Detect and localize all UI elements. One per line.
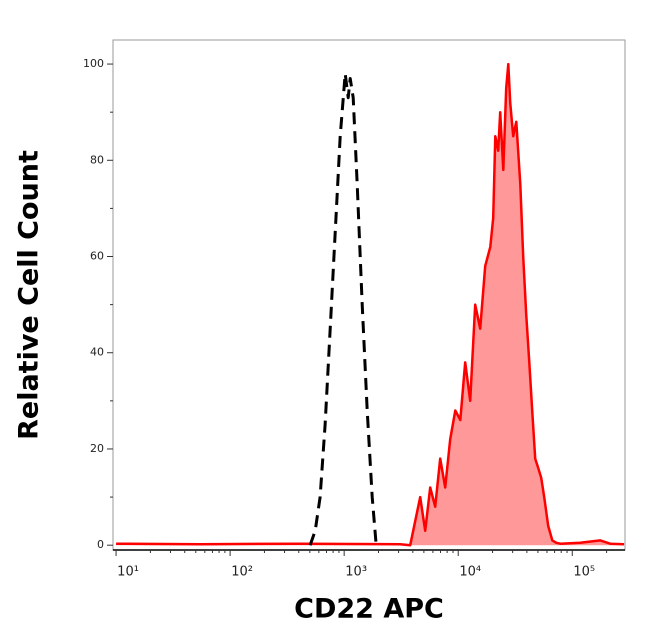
- histogram-line: [116, 62, 625, 547]
- y-axis-label: Relative Cell Count: [14, 150, 45, 440]
- y-tick-label: 60: [90, 250, 104, 263]
- y-tick-label: 40: [90, 346, 104, 359]
- x-tick-label: 10⁵: [573, 565, 595, 580]
- y-tick-label: 20: [90, 442, 104, 455]
- histogram-line: [308, 72, 378, 546]
- y-tick-label: 0: [97, 538, 104, 551]
- plot-frame: [112, 39, 626, 551]
- x-tick-label: 10²: [231, 565, 253, 580]
- area-fill: [116, 64, 625, 546]
- x-tick-label: 10⁴: [459, 565, 481, 580]
- y-tick-label: 80: [90, 153, 104, 166]
- x-axis-label: CD22 APC: [294, 594, 444, 625]
- x-tick-label: 10¹: [117, 565, 139, 580]
- y-tick-label: 100: [83, 57, 104, 70]
- x-tick-label: 10³: [345, 565, 367, 580]
